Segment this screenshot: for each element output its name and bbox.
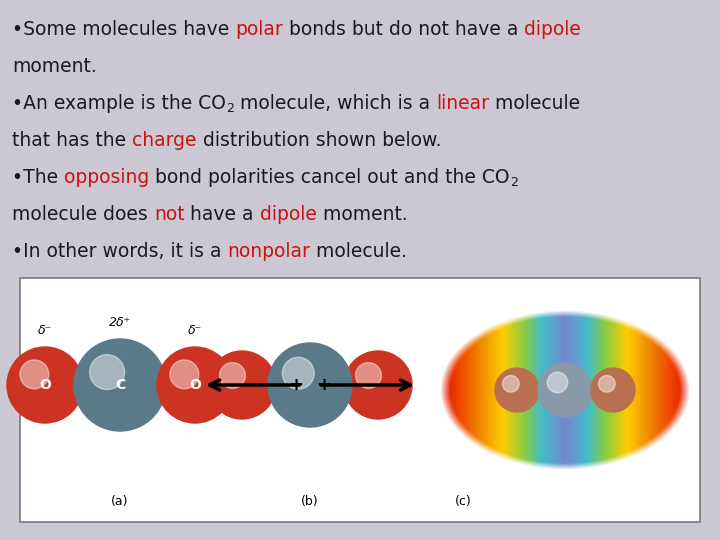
Text: dipole: dipole (524, 20, 581, 39)
Circle shape (74, 339, 166, 431)
Text: bond polarities cancel out and the CO: bond polarities cancel out and the CO (149, 168, 510, 187)
Text: polar: polar (235, 20, 283, 39)
Text: •Some molecules have: •Some molecules have (12, 20, 235, 39)
Text: have a: have a (184, 205, 260, 224)
Circle shape (495, 368, 539, 412)
Text: O: O (39, 378, 51, 392)
Circle shape (35, 376, 70, 410)
Circle shape (282, 357, 314, 389)
Circle shape (598, 375, 615, 392)
Text: linear: linear (436, 94, 489, 113)
Text: δ⁻: δ⁻ (38, 324, 52, 337)
Circle shape (547, 372, 567, 393)
Circle shape (7, 347, 83, 423)
Text: molecule: molecule (489, 94, 580, 113)
Circle shape (344, 351, 412, 419)
Text: nonpolar: nonpolar (228, 242, 310, 261)
Text: •The: •The (12, 168, 64, 187)
Circle shape (608, 385, 627, 405)
Circle shape (186, 376, 220, 410)
Circle shape (89, 355, 125, 389)
Circle shape (157, 347, 233, 423)
Text: +: + (289, 376, 304, 394)
Circle shape (170, 360, 199, 389)
Text: (a): (a) (112, 495, 129, 508)
Text: not: not (154, 205, 184, 224)
Text: (c): (c) (455, 495, 472, 508)
Text: 2: 2 (226, 103, 234, 116)
Circle shape (369, 377, 400, 408)
Circle shape (356, 362, 382, 388)
Text: opposing: opposing (64, 168, 149, 187)
Text: 2δ⁺: 2δ⁺ (109, 316, 131, 329)
Text: •In other words, it is a: •In other words, it is a (12, 242, 228, 261)
Text: bonds but do not have a: bonds but do not have a (283, 20, 524, 39)
Circle shape (208, 351, 276, 419)
Circle shape (511, 385, 531, 405)
Text: moment.: moment. (317, 205, 408, 224)
Text: 2: 2 (510, 177, 518, 190)
Text: moment.: moment. (12, 57, 96, 76)
Circle shape (591, 368, 635, 412)
Circle shape (220, 362, 246, 388)
Text: δ⁻: δ⁻ (188, 324, 202, 337)
Circle shape (503, 375, 519, 392)
Text: that has the: that has the (12, 131, 132, 150)
Circle shape (268, 343, 352, 427)
Text: O: O (189, 378, 201, 392)
Circle shape (558, 384, 582, 408)
Text: •An example is the CO: •An example is the CO (12, 94, 226, 113)
Text: +: + (317, 376, 331, 394)
Circle shape (233, 377, 264, 408)
FancyBboxPatch shape (20, 278, 700, 522)
Circle shape (109, 374, 150, 416)
Text: distribution shown below.: distribution shown below. (197, 131, 441, 150)
Text: dipole: dipole (260, 205, 317, 224)
Text: C: C (115, 378, 125, 392)
Circle shape (538, 363, 592, 417)
Circle shape (20, 360, 49, 389)
Text: molecule does: molecule does (12, 205, 154, 224)
Text: molecule, which is a: molecule, which is a (234, 94, 436, 113)
Text: charge: charge (132, 131, 197, 150)
Text: (b): (b) (301, 495, 319, 508)
Circle shape (300, 375, 337, 413)
Text: molecule.: molecule. (310, 242, 408, 261)
